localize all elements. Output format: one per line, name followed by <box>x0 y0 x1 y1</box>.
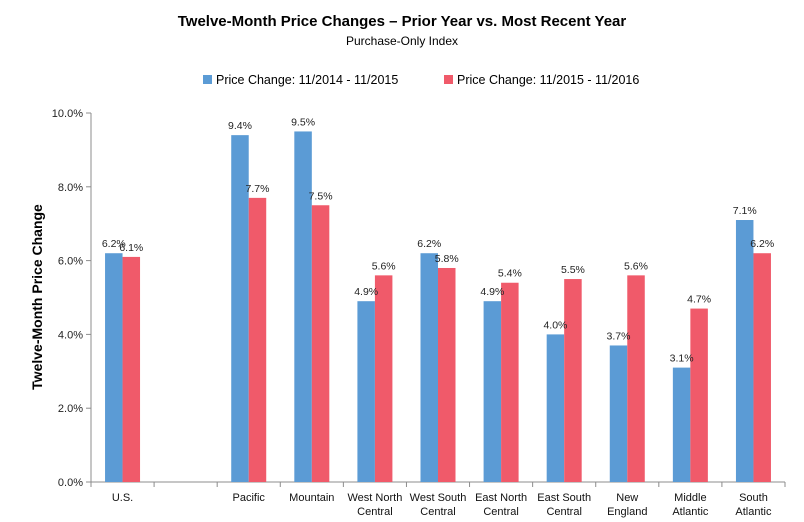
data-label-series-2: 5.6% <box>624 260 648 272</box>
y-tick-label: 2.0% <box>58 403 83 415</box>
bar-series-2 <box>122 256 141 482</box>
x-tick-label: South <box>739 492 768 504</box>
y-tick-label: 6.0% <box>58 256 83 268</box>
bar-series-1 <box>105 253 123 482</box>
bar-series-1 <box>294 131 312 482</box>
bar-series-2 <box>690 308 708 482</box>
bar-series-1 <box>357 301 375 482</box>
data-label-series-2: 4.7% <box>687 294 711 306</box>
data-label-series-1: 7.1% <box>733 205 757 217</box>
x-tick-label: East South <box>537 492 591 504</box>
x-tick-label: Central <box>357 506 392 518</box>
bars <box>105 131 771 482</box>
bar-series-1 <box>735 220 754 482</box>
bar-series-2 <box>501 282 519 482</box>
data-label-series-1: 3.1% <box>670 353 694 365</box>
bar-series-2 <box>753 253 771 482</box>
chart-title: Twelve-Month Price Changes – Prior Year … <box>178 13 627 30</box>
data-label-series-1: 9.5% <box>291 116 315 128</box>
legend: Price Change: 11/2014 - 11/2015 Price Ch… <box>203 73 639 87</box>
data-label-series-1: 4.9% <box>354 286 378 298</box>
x-tick-label: Atlantic <box>672 506 709 518</box>
bar-series-2 <box>438 267 456 482</box>
data-label-series-1: 3.7% <box>607 330 631 342</box>
data-label-series-2: 7.7% <box>246 183 270 195</box>
legend-label-series-2: Price Change: 11/2015 - 11/2016 <box>457 73 639 87</box>
x-tick-label: Mountain <box>289 492 334 504</box>
bar-series-1 <box>231 135 249 482</box>
bar-series-2 <box>311 205 330 482</box>
data-label-series-1: 4.9% <box>480 286 504 298</box>
bar-series-1 <box>609 345 628 482</box>
bar-series-2 <box>564 279 582 482</box>
bar-series-1 <box>483 301 502 482</box>
data-label-series-2: 5.5% <box>561 264 585 276</box>
data-label-series-1: 6.2% <box>102 238 126 250</box>
x-tick-label: Central <box>420 506 455 518</box>
data-label-series-1: 4.0% <box>543 319 567 331</box>
bar-series-2 <box>248 197 267 482</box>
data-labels: 6.2% 9.4% 9.5% 4.9% 6.2% 4.9% 4.0% 3.7% 3.1% 7.1%… <box>102 116 774 364</box>
x-tick-label: Central <box>483 506 518 518</box>
legend-label-series-1: Price Change: 11/2014 - 11/2015 <box>216 73 398 87</box>
bar-series-1 <box>672 367 691 482</box>
bar-series-1 <box>420 253 438 482</box>
x-tick-label: Middle <box>674 492 706 504</box>
x-tick-label: West North <box>348 492 403 504</box>
bar-series-2 <box>627 275 645 482</box>
data-label-series-2: 6.1% <box>119 242 143 254</box>
data-label-series-2: 6.2% <box>750 238 774 250</box>
y-tick-label: 8.0% <box>58 182 83 194</box>
x-tick-label: England <box>607 506 647 518</box>
x-tick-label: East North <box>475 492 527 504</box>
x-tick-label: Atlantic <box>735 506 772 518</box>
data-label-series-1: 6.2% <box>417 238 441 250</box>
bar-series-2 <box>374 275 393 482</box>
y-tick-label: 10.0% <box>52 108 83 120</box>
x-tick-label: New <box>616 492 638 504</box>
x-tick-label: Central <box>546 506 581 518</box>
x-axis: U.S. Pacific Mountain West North Central West… <box>90 481 786 518</box>
legend-swatch-series-1 <box>203 75 212 84</box>
bar-series-1 <box>546 334 565 482</box>
y-axis: 0.0% 2.0% 4.0% 6.0% 8.0% 10.0% <box>52 108 92 489</box>
y-tick-label: 0.0% <box>58 477 83 489</box>
y-axis-label: Twelve-Month Price Change <box>29 204 45 390</box>
data-label-series-2: 5.6% <box>372 260 396 272</box>
legend-swatch-series-2 <box>444 75 453 84</box>
chart-subtitle: Purchase-Only Index <box>346 34 458 48</box>
x-tick-label: Pacific <box>233 492 266 504</box>
data-label-series-2: 5.8% <box>435 253 459 265</box>
x-tick-label: West South <box>410 492 467 504</box>
data-label-series-2: 5.4% <box>498 268 522 280</box>
x-tick-label: U.S. <box>112 492 133 504</box>
y-tick-label: 4.0% <box>58 329 83 341</box>
data-label-series-2: 7.5% <box>309 190 333 202</box>
data-label-series-1: 9.4% <box>228 120 252 132</box>
